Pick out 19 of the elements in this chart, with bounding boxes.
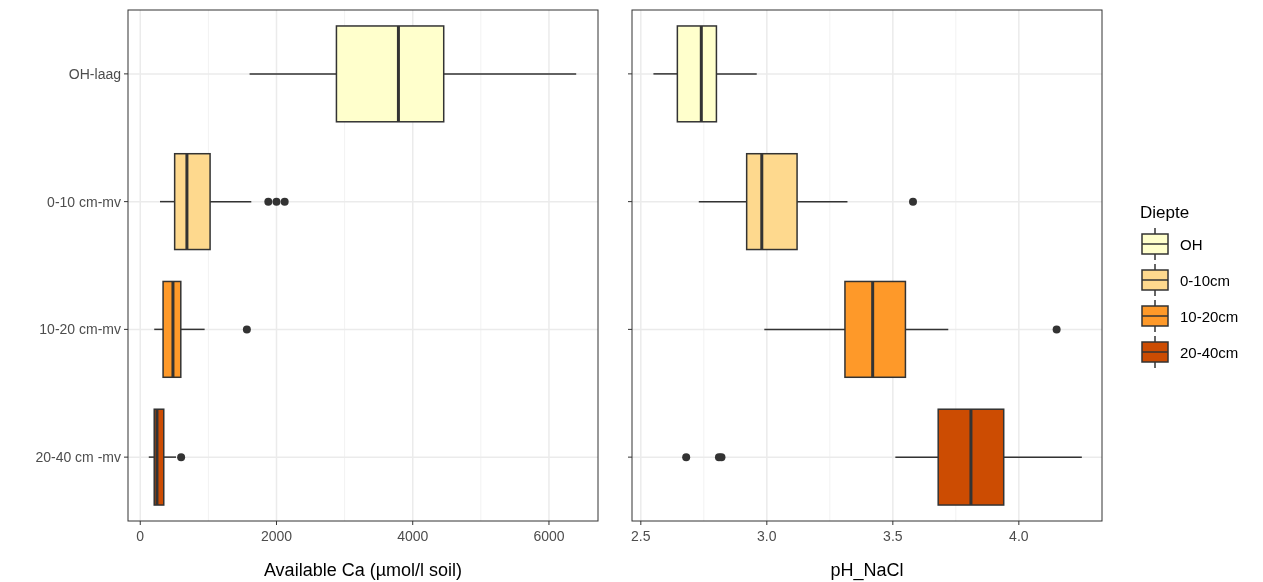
x-axis-title: pH_NaCl bbox=[830, 560, 904, 581]
x-tick-label: 0 bbox=[136, 528, 145, 544]
x-tick-label: 3.5 bbox=[883, 528, 903, 544]
x-axis-title: Available Ca (µmol/l soil) bbox=[263, 560, 463, 580]
legend-label: 20-40cm bbox=[1180, 344, 1239, 361]
x-tick-label: 4.0 bbox=[1009, 528, 1029, 544]
legend-label: 10-20cm bbox=[1180, 308, 1239, 325]
x-tick-label: 3.0 bbox=[757, 528, 777, 544]
y-tick-label: 0-10 cm-mv bbox=[47, 193, 121, 210]
x-tick-label: 2.5 bbox=[631, 528, 651, 544]
x-tick-label: 6000 bbox=[533, 528, 565, 544]
x-tick-label: 2000 bbox=[260, 528, 293, 544]
y-tick-label: OH-laag bbox=[68, 65, 121, 82]
legend-label: OH bbox=[1180, 236, 1203, 253]
y-tick-label: 10-20 cm-mv bbox=[39, 321, 121, 338]
x-tick-label: 4000 bbox=[397, 528, 429, 544]
legend-title: Diepte bbox=[1140, 203, 1190, 222]
legend-label: 0-10cm bbox=[1180, 272, 1231, 289]
y-tick-label: 20-40 cm -mv bbox=[35, 449, 121, 466]
